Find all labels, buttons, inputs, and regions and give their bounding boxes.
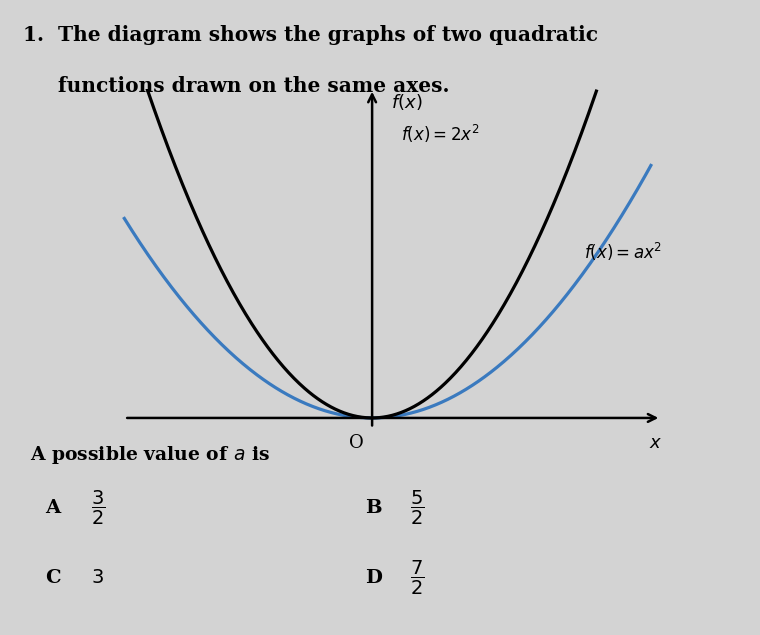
Text: D: D — [365, 569, 382, 587]
Text: C: C — [46, 569, 62, 587]
Text: A: A — [46, 499, 61, 517]
Text: $f(x) = 2x^2$: $f(x) = 2x^2$ — [401, 123, 480, 145]
Text: $x$: $x$ — [649, 434, 663, 451]
Text: $\dfrac{3}{2}$: $\dfrac{3}{2}$ — [91, 489, 106, 527]
Text: $f(x) = ax^2$: $f(x) = ax^2$ — [584, 241, 662, 263]
Text: $f(x)$: $f(x)$ — [391, 92, 422, 112]
Text: O: O — [350, 434, 364, 451]
Text: B: B — [365, 499, 382, 517]
Text: $3$: $3$ — [91, 569, 104, 587]
Text: A possible value of $a$ is: A possible value of $a$ is — [30, 444, 271, 467]
Text: functions drawn on the same axes.: functions drawn on the same axes. — [23, 76, 449, 96]
Text: $\dfrac{5}{2}$: $\dfrac{5}{2}$ — [410, 489, 425, 527]
Text: $\dfrac{7}{2}$: $\dfrac{7}{2}$ — [410, 559, 425, 597]
Text: 1.  The diagram shows the graphs of two quadratic: 1. The diagram shows the graphs of two q… — [23, 25, 598, 45]
